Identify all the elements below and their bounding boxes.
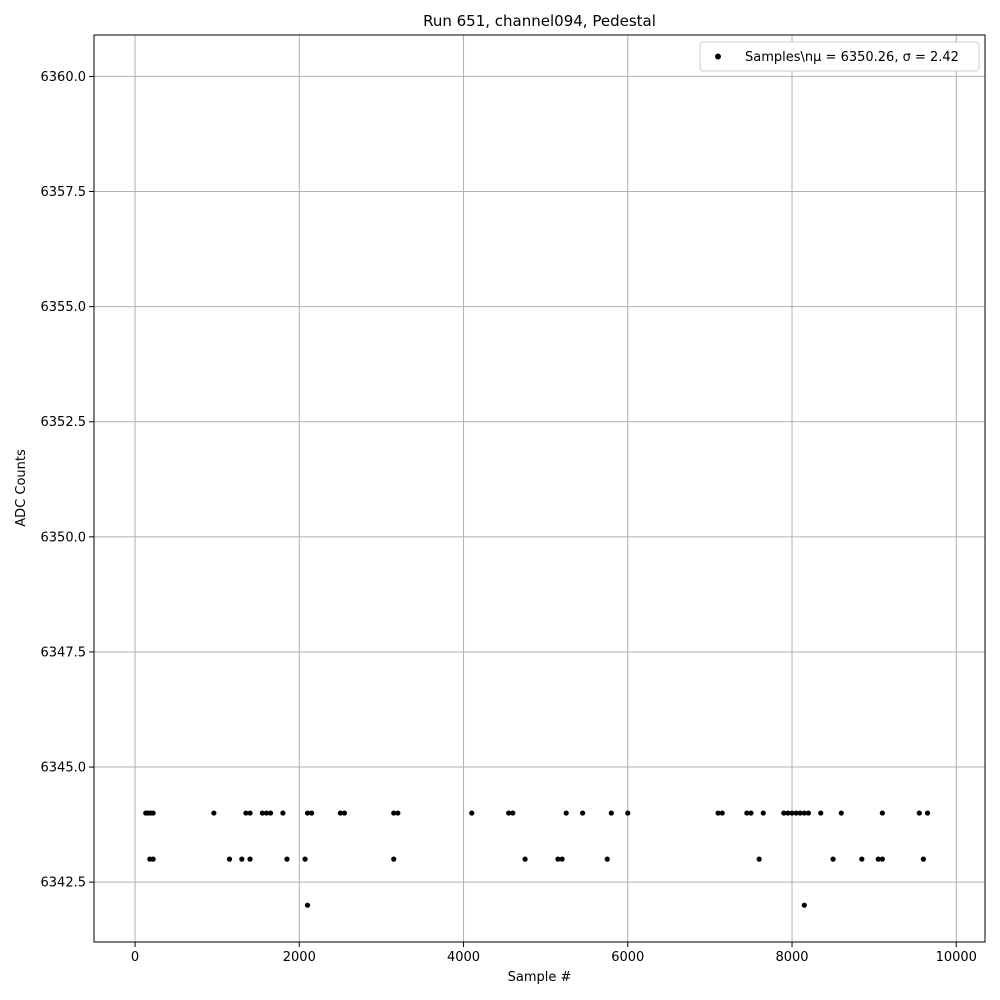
data-point <box>608 810 614 816</box>
data-point <box>395 810 401 816</box>
data-point <box>789 810 795 816</box>
y-tick-label: 6347.5 <box>41 645 87 660</box>
data-point <box>267 810 274 816</box>
legend: Samples\nμ = 6350.26, σ = 2.42 <box>699 41 980 72</box>
y-tick-label: 6355.0 <box>41 300 87 315</box>
data-point <box>793 810 799 816</box>
x-tick-label: 10000 <box>936 950 977 965</box>
data-point <box>744 810 750 816</box>
data-point <box>756 856 762 862</box>
y-tick-label: 6345.0 <box>41 761 87 776</box>
data-point <box>580 810 586 816</box>
data-point <box>604 856 610 862</box>
data-point <box>506 810 512 816</box>
data-point <box>522 856 528 862</box>
data-point <box>801 902 807 908</box>
x-tick-label: 2000 <box>283 950 316 965</box>
data-point <box>284 856 290 862</box>
data-point <box>818 810 824 816</box>
x-tick-label: 4000 <box>447 950 480 965</box>
data-point <box>838 810 844 816</box>
data-point <box>916 810 922 816</box>
legend-box <box>699 41 980 72</box>
x-axis-ticks: 0 2000 4000 6000 8000 10000 <box>131 942 977 965</box>
data-point <box>879 856 885 862</box>
data-point <box>337 810 343 816</box>
y-axis-ticks: 6342.5 6345.0 6347.5 6350.0 6352.5 6355.0 6357… <box>41 70 94 891</box>
data-point <box>243 810 249 816</box>
data-point <box>304 810 311 816</box>
data-point <box>563 810 569 816</box>
data-point <box>391 856 397 862</box>
y-axis-label: ADC Counts <box>14 449 29 527</box>
data-point <box>715 810 721 816</box>
grid-lines <box>94 35 985 942</box>
y-tick-label: 6350.0 <box>41 530 87 545</box>
y-tick-label: 6357.5 <box>41 185 87 200</box>
data-point <box>150 810 156 816</box>
data-point <box>259 810 265 816</box>
data-point <box>280 810 286 816</box>
data-point <box>760 810 766 816</box>
y-tick-label: 6342.5 <box>41 876 87 891</box>
data-point <box>920 856 927 862</box>
data-point <box>510 810 516 816</box>
x-tick-label: 8000 <box>775 950 808 965</box>
data-point <box>625 810 631 816</box>
data-point <box>559 856 565 862</box>
data-point <box>797 810 803 816</box>
data-point <box>304 902 311 908</box>
data-point <box>391 810 397 816</box>
data-point <box>785 810 791 816</box>
data-point <box>719 810 725 816</box>
data-point <box>226 856 233 862</box>
data-point <box>859 856 865 862</box>
data-point <box>805 810 812 816</box>
data-point <box>748 810 754 816</box>
data-point <box>211 810 217 816</box>
data-point <box>875 856 881 862</box>
data-point <box>879 810 885 816</box>
data-point <box>781 810 787 816</box>
x-tick-label: 0 <box>131 950 139 965</box>
data-point <box>247 856 253 862</box>
plot-frame <box>93 34 986 943</box>
legend-label: Samples\nμ = 6350.26, σ = 2.42 <box>745 50 959 65</box>
legend-marker <box>715 53 721 60</box>
data-point <box>469 810 475 816</box>
data-point <box>247 810 253 816</box>
data-point <box>924 810 931 816</box>
data-point <box>555 856 561 862</box>
data-point <box>302 856 308 862</box>
data-point <box>239 856 245 862</box>
chart-title: Run 651, channel094, Pedestal <box>423 12 656 30</box>
y-tick-label: 6352.5 <box>41 415 87 430</box>
data-point <box>309 810 315 816</box>
data-point <box>830 856 836 862</box>
data-point <box>341 810 348 816</box>
y-tick-label: 6360.0 <box>41 70 87 85</box>
x-tick-label: 6000 <box>611 950 644 965</box>
x-axis-label: Sample # <box>508 970 572 985</box>
data-point <box>263 810 270 816</box>
data-point <box>150 856 156 862</box>
data-points <box>143 810 931 908</box>
data-point <box>801 810 807 816</box>
